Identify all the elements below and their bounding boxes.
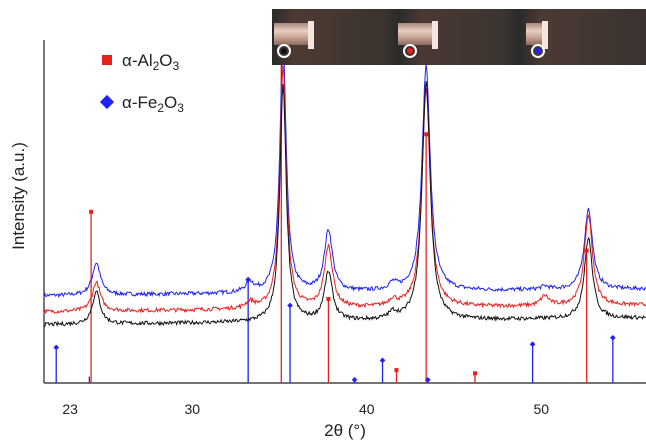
xrd-series-0 [43, 41, 646, 299]
fe2o3-marker-4 [379, 357, 386, 364]
fe2o3-marker-0 [53, 344, 60, 351]
legend-marker-fe2o3 [99, 94, 115, 110]
al2o3-marker-3 [394, 368, 399, 373]
sample-rod-1 [274, 23, 310, 45]
sample-marker-blue-dot [535, 48, 541, 54]
fe2o3-marker-6 [529, 341, 536, 348]
al2o3-marker-6 [584, 248, 589, 253]
series-group [43, 41, 646, 327]
legend: α-Al2O3 α-Fe2O3 [99, 51, 184, 115]
x-tick-label-2: 40 [359, 401, 375, 417]
legend-label-fe2o3: α-Fe2O3 [122, 93, 184, 115]
sample-rod-end-1 [308, 21, 314, 49]
x-axis-title: 2θ (°) [324, 421, 366, 440]
fe2o3-marker-1 [245, 276, 251, 283]
x-tick-labels: 23 30 40 50 [62, 401, 549, 417]
sample-marker-red [403, 44, 417, 58]
fe2o3-marker-7 [610, 334, 616, 341]
legend-label-al2o3: α-Al2O3 [122, 51, 180, 73]
x-tick-label-1: 30 [185, 401, 201, 417]
axes [43, 40, 646, 384]
al2o3-marker-2 [326, 297, 331, 302]
sample-marker-blue [531, 44, 545, 58]
sample-rod-end-3 [542, 21, 548, 49]
sample-rod-2 [398, 23, 434, 45]
xrd-series-2 [43, 81, 646, 327]
sample-marker-black-dot [281, 48, 287, 54]
legend-marker-al2o3 [102, 55, 112, 65]
al2o3-marker-0 [89, 209, 94, 214]
y-axis-title: Intensity (a.u.) [9, 142, 28, 250]
xrd-series-1 [43, 65, 646, 314]
al2o3-marker-4 [424, 132, 429, 137]
fe2o3-marker-5 [425, 376, 431, 383]
sample-rod-end-2 [432, 21, 438, 49]
al2o3-marker-5 [472, 371, 477, 376]
sample-rod-3 [526, 23, 544, 45]
sample-marker-black [277, 44, 291, 58]
fe2o3-marker-2 [287, 302, 293, 309]
fe2o3-marker-3 [351, 376, 358, 383]
sample-marker-red-dot [407, 48, 413, 54]
x-tick-label-0: 23 [62, 401, 78, 417]
x-tick-label-3: 50 [534, 401, 550, 417]
sample-photo-inset [272, 9, 646, 65]
